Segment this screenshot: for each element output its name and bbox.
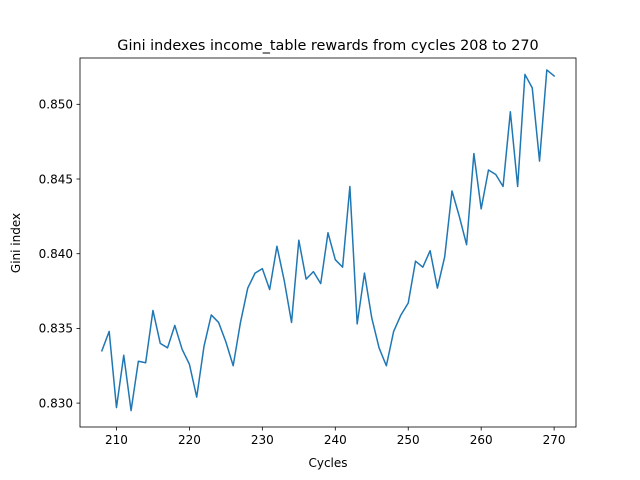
y-tick-label: 0.845	[39, 172, 73, 186]
x-tick-label: 240	[324, 433, 347, 447]
x-tick-label: 230	[251, 433, 274, 447]
x-tick-label: 210	[105, 433, 128, 447]
x-tick-label: 270	[543, 433, 566, 447]
x-tick-label: 250	[397, 433, 420, 447]
y-tick-label: 0.850	[39, 98, 73, 112]
x-tick-label: 260	[470, 433, 493, 447]
y-axis: 0.830 0.835 0.840 0.845 0.850	[39, 98, 80, 410]
y-tick-label: 0.835	[39, 322, 73, 336]
x-axis-label: Cycles	[308, 456, 347, 470]
x-tick-label: 220	[178, 433, 201, 447]
x-axis: 210 220 230 240 250 260 270	[105, 427, 566, 447]
chart-title: Gini indexes income_table rewards from c…	[117, 38, 538, 54]
plot-area	[79, 57, 577, 428]
y-tick-label: 0.840	[39, 247, 73, 261]
series-line	[100, 69, 556, 412]
y-axis-label: Gini index	[9, 213, 23, 273]
y-tick-label: 0.830	[39, 396, 73, 410]
axes-frame	[79, 57, 577, 428]
